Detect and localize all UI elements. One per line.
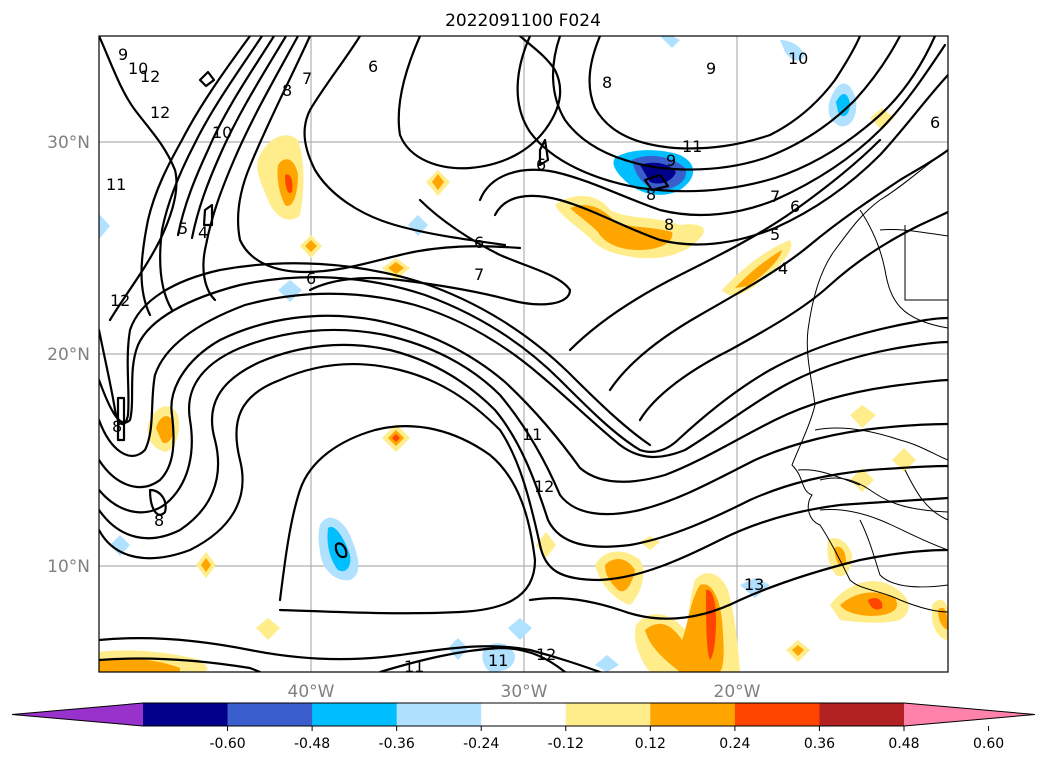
colorbar-segment bbox=[650, 703, 736, 726]
contour-label: 8 bbox=[646, 185, 656, 204]
lon-labels: 40°W 30°W 20°W bbox=[288, 682, 761, 702]
contour-label: 8 bbox=[664, 215, 674, 234]
map-area: 9 10 12 12 10 8 7 6 8 9 10 11 9 8 8 7 6 … bbox=[99, 36, 948, 676]
lon-label: 40°W bbox=[288, 682, 335, 702]
contour-label: 5 bbox=[178, 219, 188, 238]
contours bbox=[99, 36, 948, 672]
contour-label: 6 bbox=[790, 197, 800, 216]
contour-label: 12 bbox=[534, 477, 554, 496]
contour-label: 12 bbox=[140, 67, 160, 86]
colorbar-tick-label: -0.60 bbox=[209, 736, 245, 752]
contour-label: 5 bbox=[770, 225, 780, 244]
contour-labels: 9 10 12 12 10 8 7 6 8 9 10 11 9 8 8 7 6 … bbox=[106, 45, 940, 676]
colorbar-tick-label: -0.12 bbox=[548, 736, 584, 752]
contour-label: 6 bbox=[306, 269, 316, 288]
contour-label: 11 bbox=[682, 137, 702, 156]
colorbar-tick-label: -0.48 bbox=[294, 736, 330, 752]
colorbar-tick-label: -0.24 bbox=[463, 736, 499, 752]
colorbar-segment bbox=[481, 703, 567, 726]
colorbar-segment bbox=[312, 703, 398, 726]
colorbar-extend-low bbox=[12, 703, 143, 726]
contour-label: 9 bbox=[706, 59, 716, 78]
contour-label: 10 bbox=[788, 49, 808, 68]
colorbar-tick-label: 0.36 bbox=[804, 736, 835, 752]
colorbar-segment bbox=[143, 703, 229, 726]
contour-label: 12 bbox=[150, 103, 170, 122]
colorbar-segment bbox=[819, 703, 905, 726]
contour-label: 11 bbox=[488, 651, 508, 670]
colorbar-segment bbox=[565, 703, 651, 726]
contour-label: 7 bbox=[302, 69, 312, 88]
lon-label: 30°W bbox=[501, 682, 548, 702]
contour-label: 11 bbox=[404, 657, 424, 676]
colorbar-tick-label: 0.48 bbox=[888, 736, 919, 752]
colorbar: -0.60 -0.48 -0.36 -0.24 -0.12 0.12 0.24 0.36 0.4… bbox=[11, 702, 1036, 752]
contour-label: 8 bbox=[282, 81, 292, 100]
contour-label: 7 bbox=[770, 187, 780, 206]
colorbar-segment bbox=[734, 703, 820, 726]
contour-label: 12 bbox=[536, 645, 556, 664]
contour-label: 11 bbox=[106, 175, 126, 194]
contour-label: 12 bbox=[110, 291, 130, 310]
contour-label: 6 bbox=[930, 113, 940, 132]
contour-label: 4 bbox=[198, 223, 208, 242]
contour-label: 7 bbox=[474, 265, 484, 284]
lat-label: 20°N bbox=[47, 345, 90, 365]
lat-label: 30°N bbox=[47, 133, 90, 153]
contour-label: 9 bbox=[118, 45, 128, 64]
contour-label: 6 bbox=[368, 57, 378, 76]
lat-label: 10°N bbox=[47, 557, 90, 577]
lon-label: 20°W bbox=[714, 682, 761, 702]
map-frame bbox=[98, 35, 949, 673]
colorbar-extend-high bbox=[904, 703, 1035, 726]
contour-label: 4 bbox=[778, 259, 788, 278]
contour-label: 13 bbox=[744, 575, 764, 594]
contour-label: 10 bbox=[128, 59, 148, 78]
colorbar-tick-label: 0.24 bbox=[719, 736, 750, 752]
contour-label: 8 bbox=[154, 511, 164, 530]
colorbar-segment bbox=[227, 703, 313, 726]
colorbar-tick-label: 0.12 bbox=[635, 736, 666, 752]
contour-label: 6 bbox=[536, 155, 546, 174]
contour-label: 9 bbox=[666, 151, 676, 170]
colorbar-outline bbox=[11, 702, 1036, 727]
lat-labels: 30°N 20°N 10°N bbox=[47, 133, 90, 577]
colorbar-segment bbox=[396, 703, 482, 726]
contour-label: 11 bbox=[522, 425, 542, 444]
contour-label: 6 bbox=[474, 233, 484, 252]
colorbar-tick-label: 0.60 bbox=[973, 736, 1004, 752]
gridlines bbox=[99, 36, 948, 672]
contour-label: 8 bbox=[602, 73, 612, 92]
map-title: 2022091100 F024 bbox=[445, 11, 601, 31]
contour-label: 8 bbox=[112, 417, 122, 436]
contour-label: 10 bbox=[212, 123, 232, 142]
coastline bbox=[791, 149, 948, 613]
colorbar-tick-label: -0.36 bbox=[379, 736, 415, 752]
